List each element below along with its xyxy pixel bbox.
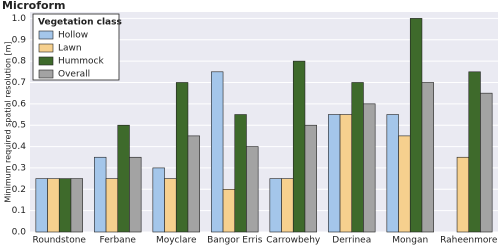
bar — [187, 135, 200, 233]
bar — [70, 178, 83, 233]
bar — [409, 18, 423, 233]
x-tick-label: Mongan — [392, 236, 428, 245]
bar — [234, 114, 247, 233]
legend-swatch — [38, 69, 54, 79]
bar — [398, 135, 411, 233]
legend-label: Lawn — [58, 44, 82, 54]
bar — [58, 178, 72, 233]
bar — [456, 156, 470, 233]
y-tick-label: 0.9 — [12, 35, 27, 45]
bar — [269, 178, 282, 233]
bar — [152, 167, 165, 233]
legend-label: Hummock — [58, 57, 104, 67]
bar — [363, 103, 376, 233]
legend-swatch — [38, 30, 54, 40]
legend-label: Overall — [58, 70, 90, 80]
bar — [105, 178, 119, 233]
legend-swatch — [38, 43, 54, 53]
x-tick-label: Raheenmore — [440, 236, 498, 245]
x-tick-label: Ferbane — [100, 236, 137, 245]
y-tick-label: 1.0 — [12, 14, 27, 24]
bar — [211, 71, 224, 233]
bar — [281, 178, 294, 233]
bar — [47, 178, 60, 233]
x-tick-label: Roundstone — [33, 236, 87, 245]
bar — [35, 178, 48, 233]
bar — [175, 82, 189, 233]
bar — [164, 178, 177, 233]
x-tick-label: Carrowbehy — [266, 236, 321, 245]
y-tick-label: 0.1 — [12, 206, 26, 216]
x-tick-label: Bangor Erris — [207, 236, 263, 245]
chart-title: Microform — [2, 0, 65, 12]
bar — [292, 60, 306, 233]
legend-label: Hollow — [58, 31, 88, 41]
y-tick-label: 0.0 — [12, 228, 27, 238]
legend-title: Vegetation class — [38, 18, 122, 28]
bar — [222, 188, 236, 233]
bar — [339, 114, 353, 233]
legend: Vegetation class Hollow Lawn Hummock Overall — [32, 13, 122, 81]
y-tick-label: 0.6 — [12, 99, 27, 109]
bar — [328, 114, 341, 233]
y-axis-label: Minimum required spatial resolution [m] — [4, 41, 13, 202]
bar — [351, 82, 364, 233]
y-tick-label: 0.8 — [12, 57, 27, 67]
y-tick-label: 0.7 — [12, 78, 26, 88]
bar — [246, 146, 259, 233]
x-tick-label: Moyclare — [156, 236, 197, 245]
bar — [304, 124, 317, 233]
y-tick-label: 0.3 — [12, 163, 26, 173]
legend-swatch — [38, 56, 54, 66]
bar — [386, 114, 399, 233]
y-tick-label: 0.2 — [12, 185, 26, 195]
y-tick-label: 0.5 — [12, 121, 26, 131]
bar — [129, 156, 142, 233]
x-tick-label: Derrinea — [332, 236, 371, 245]
bar — [468, 71, 481, 233]
bar — [94, 156, 107, 233]
bar — [421, 82, 434, 233]
y-tick-label: 0.4 — [12, 142, 27, 152]
bar — [480, 92, 493, 233]
bar — [117, 124, 130, 233]
